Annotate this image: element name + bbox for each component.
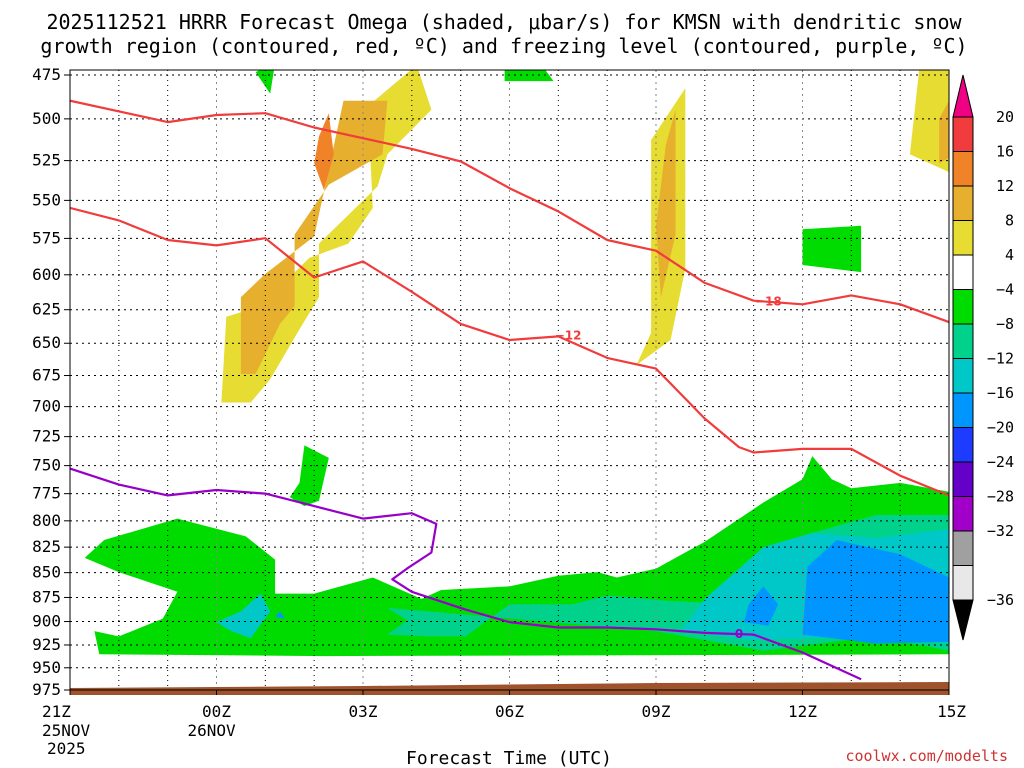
x-tick-label-00Z: 00Z (202, 702, 231, 721)
omega-region-orange-2 (939, 100, 949, 164)
y-tick-label-750: 750 (32, 456, 61, 475)
omega-region-teal2-0 (216, 593, 271, 639)
omega-region-blue-1 (743, 586, 779, 626)
omega-shading (84, 70, 949, 657)
y-tick-label-550: 550 (32, 190, 61, 209)
y-tick-label-575: 575 (32, 228, 61, 247)
omega-region-blue-2 (275, 611, 285, 619)
chart-title-line-2: growth region (contoured, red, ºC) and f… (40, 34, 967, 58)
colorbar-box-6 (952, 323, 974, 359)
colorbar-bottom-arrow (952, 599, 974, 641)
y-tick-label-775: 775 (32, 484, 61, 503)
credit-text: coolwx.com/modelts (845, 747, 1008, 765)
y-tick-label-475: 475 (32, 65, 61, 84)
dgz-contour-label-0: −18 (755, 295, 782, 309)
colorbar-label-1: 16 (996, 143, 1014, 161)
dgz-contour-0 (70, 99, 949, 324)
y-tick-label-800: 800 (32, 511, 61, 530)
dgz-contour-label-1: −12 (555, 329, 582, 343)
y-tick-label-925: 925 (32, 635, 61, 654)
colorbar-box-9 (952, 427, 974, 463)
colorbar-box-1 (952, 151, 974, 187)
omega-region-orange-0 (240, 100, 388, 374)
y-tick-label-525: 525 (32, 151, 61, 170)
colorbar-label-5: −4 (996, 281, 1014, 299)
colorbar: 20 16 12 8 4 −4 −8 −12 −16 −20 −24 −28 −32 −36 (952, 74, 1014, 641)
colorbar-label-3: 8 (1005, 212, 1014, 230)
x-date-label-0: 25NOV (42, 721, 91, 740)
x-tick-label-06Z: 06Z (495, 702, 524, 721)
y-tick-label-675: 675 (32, 366, 61, 385)
colorbar-label-8: −16 (987, 384, 1014, 402)
x-axis-title: Forecast Time (UTC) (406, 748, 612, 768)
colorbar-label-6: −8 (996, 315, 1014, 333)
colorbar-box-7 (952, 358, 974, 394)
colorbar-label-4: 4 (1005, 246, 1014, 264)
colorbar-box-2 (952, 185, 974, 221)
colorbar-box-5 (952, 289, 974, 325)
colorbar-label-9: −20 (987, 419, 1014, 437)
colorbar-label-2: 12 (996, 177, 1014, 195)
x-tick-label-21Z: 21Z (42, 702, 71, 721)
freezing-contour-0 (70, 467, 862, 681)
dgz-contour-1 (70, 206, 949, 497)
omega-region-green-2 (255, 70, 275, 94)
colorbar-label-12: −32 (987, 522, 1014, 540)
colorbar-box-10 (952, 461, 974, 497)
x-tick-label-12Z: 12Z (788, 702, 817, 721)
y-tick-label-600: 600 (32, 265, 61, 284)
x-date-label-1: 26NOV (188, 721, 237, 740)
colorbar-box-12 (952, 530, 974, 566)
colorbar-top-arrow (952, 74, 974, 118)
colorbar-box-4 (952, 254, 974, 290)
grid (70, 70, 949, 690)
y-tick-label-825: 825 (32, 537, 61, 556)
y-tick-label-700: 700 (32, 397, 61, 416)
omega-region-orange-1 (656, 109, 676, 298)
colorbar-box-0 (952, 116, 974, 152)
x-tick-label-15Z: 15Z (937, 702, 966, 721)
y-tick-label-975: 975 (32, 680, 61, 699)
ground-fill (70, 682, 949, 695)
colorbar-label-7: −12 (987, 350, 1014, 368)
contours: −18 −12 0 (70, 99, 949, 681)
colorbar-box-3 (952, 220, 974, 256)
chart-title-line-1: 2025112521 HRRR Forecast Omega (shaded, … (46, 10, 962, 34)
colorbar-box-11 (952, 496, 974, 532)
y-tick-label-900: 900 (32, 612, 61, 631)
omega-region-green-0 (289, 445, 329, 507)
colorbar-label-0: 20 (996, 108, 1014, 126)
x-year-label-0: 2025 (47, 739, 86, 758)
freezing-contour-label-0: 0 (735, 627, 743, 641)
omega-region-green-1 (802, 225, 862, 273)
x-tick-label-09Z: 09Z (642, 702, 671, 721)
y-tick-label-875: 875 (32, 587, 61, 606)
y-tick-label-650: 650 (32, 333, 61, 352)
y-tick-label-500: 500 (32, 109, 61, 128)
colorbar-label-13: −36 (987, 591, 1014, 609)
omega-region-orangedark-0 (314, 113, 334, 190)
y-tick-label-725: 725 (32, 427, 61, 446)
colorbar-label-10: −24 (987, 453, 1014, 471)
y-axis-pressure: 475 500 525 550 575 600 625 650 675 700 725 750 775 8… (32, 65, 70, 699)
y-tick-label-625: 625 (32, 300, 61, 319)
y-tick-label-950: 950 (32, 658, 61, 677)
colorbar-box-13 (952, 565, 974, 601)
colorbar-label-11: −28 (987, 488, 1014, 506)
x-tick-label-03Z: 03Z (349, 702, 378, 721)
colorbar-box-8 (952, 392, 974, 428)
omega-region-blue-0 (802, 540, 949, 644)
y-tick-label-850: 850 (32, 563, 61, 582)
omega-region-green-3 (504, 70, 554, 82)
ground-surface (70, 682, 949, 695)
